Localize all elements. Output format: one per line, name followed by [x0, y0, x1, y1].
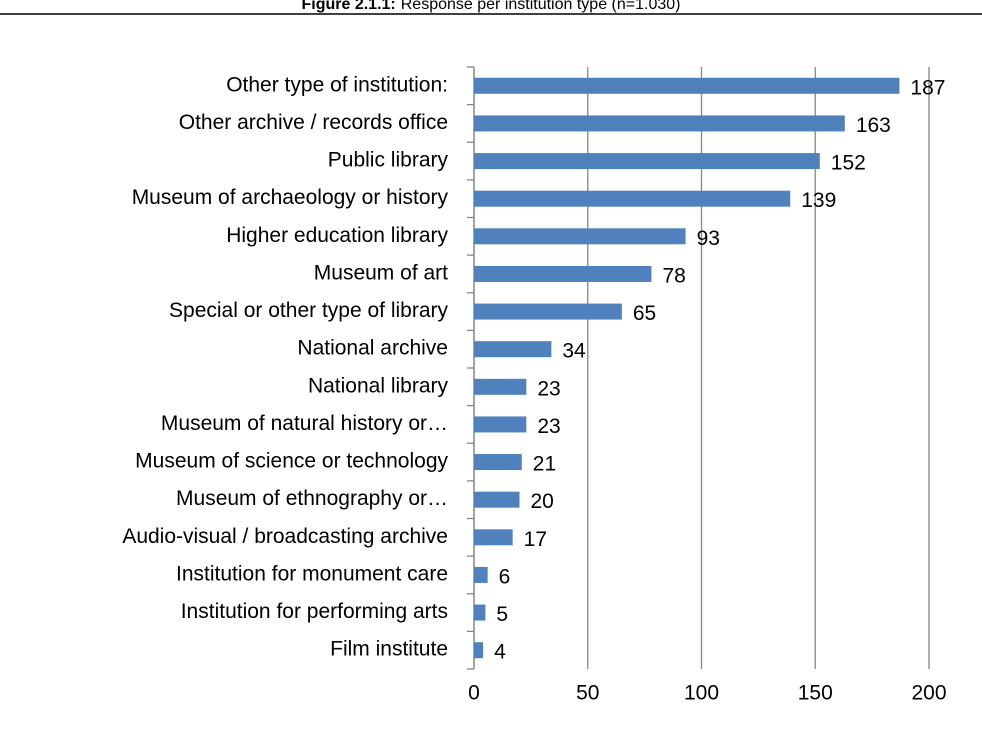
y-tick-label: Museum of natural history or… — [161, 412, 448, 435]
data-label: 20 — [531, 490, 554, 513]
data-label: 65 — [633, 302, 656, 325]
bar — [474, 454, 522, 471]
data-label: 152 — [831, 152, 866, 175]
y-tick-label: Institution for monument care — [176, 562, 448, 585]
y-tick-label: Institution for performing arts — [181, 600, 448, 623]
data-label: 78 — [662, 264, 685, 287]
data-label: 139 — [801, 189, 836, 212]
bar — [474, 77, 900, 94]
chart-title: Figure 2.1.1: Response per institution ty… — [302, 0, 681, 13]
x-tick-label: 150 — [798, 682, 833, 705]
data-label: 23 — [537, 415, 560, 438]
data-label: 21 — [533, 453, 556, 476]
y-tick-label: Higher education library — [226, 224, 448, 247]
y-tick-label: Museum of archaeology or history — [132, 186, 449, 209]
bar — [474, 115, 845, 132]
data-label: 4 — [494, 641, 506, 664]
x-tick-label: 100 — [684, 682, 719, 705]
data-label: 163 — [856, 114, 891, 137]
y-tick-label: Audio-visual / broadcasting archive — [122, 525, 448, 548]
data-label: 5 — [496, 603, 508, 626]
bar — [474, 491, 520, 508]
data-label: 17 — [524, 528, 547, 551]
y-tick-label: Museum of science or technology — [135, 450, 448, 473]
bar — [474, 642, 484, 659]
data-label: 187 — [910, 76, 945, 99]
data-label: 6 — [499, 565, 511, 588]
title-text: Response per institution type (n=1.030) — [401, 0, 681, 13]
bar — [474, 303, 622, 320]
x-tick-label: 50 — [576, 682, 599, 705]
y-tick-label: Public library — [328, 149, 449, 172]
data-label: 93 — [697, 227, 720, 250]
bar — [474, 416, 527, 433]
bar — [474, 566, 488, 583]
title-label: Figure 2.1.1: — [302, 0, 396, 13]
y-tick-label: National archive — [297, 337, 448, 360]
data-label: 23 — [537, 377, 560, 400]
y-tick-label: Other archive / records office — [179, 111, 448, 134]
bar — [474, 529, 513, 546]
bar — [474, 341, 552, 358]
bar — [474, 153, 820, 170]
y-tick-label: Museum of ethnography or… — [176, 487, 448, 510]
y-tick-label: National library — [308, 374, 449, 397]
x-tick-label: 0 — [468, 682, 480, 705]
bar — [474, 378, 527, 395]
y-tick-label: Special or other type of library — [169, 299, 448, 322]
x-tick-label: 200 — [911, 682, 946, 705]
bar — [474, 265, 652, 282]
y-tick-label: Museum of art — [314, 261, 448, 284]
bar — [474, 190, 791, 207]
data-label: 34 — [562, 340, 586, 363]
bar — [474, 228, 686, 245]
y-tick-label: Film institute — [330, 638, 448, 661]
y-tick-label: Other type of institution: — [226, 73, 448, 96]
bar — [474, 604, 486, 621]
